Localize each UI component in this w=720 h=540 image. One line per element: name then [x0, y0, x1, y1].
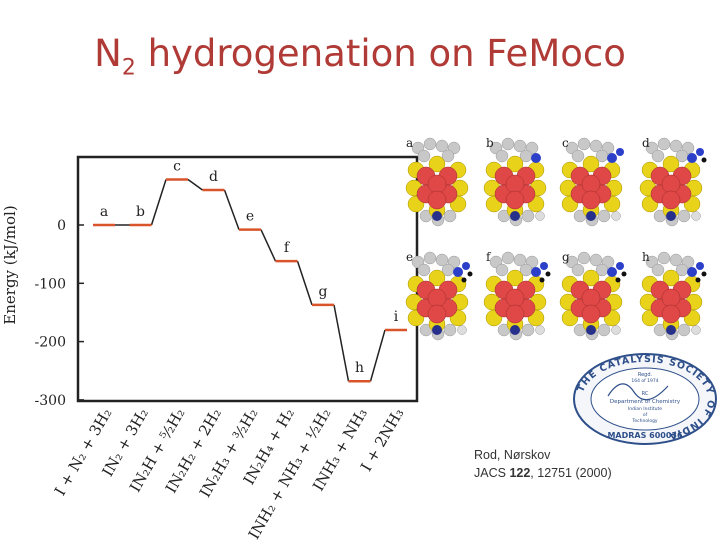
logo-bottom: MADRAS 600036 [607, 431, 683, 440]
x-tick-label: I + N₂ + 3H₂ [51, 405, 116, 499]
y-tick-label: -200 [35, 335, 66, 351]
level-connector [296, 260, 313, 306]
level-letter-e: e [246, 209, 254, 225]
structure-c: c [559, 136, 624, 227]
logo-rc: RC [642, 391, 649, 397]
y-tick-label: -100 [35, 276, 66, 292]
logo-dept: Department of Chemistry [610, 399, 681, 405]
structure-b: b [483, 136, 547, 227]
structure-letter: e [406, 250, 413, 264]
structure-h: h [639, 250, 707, 341]
level-letter-a: a [100, 204, 108, 220]
citation-journal: JACS 122, 12751 (2000) [474, 466, 612, 480]
structure-e: e [405, 250, 473, 341]
level-letter-g: g [319, 284, 328, 300]
level-connector [333, 304, 350, 382]
level-letter-i: i [394, 309, 399, 325]
page-title: N2 hydrogenation on FeMoco [94, 32, 626, 81]
structure-letter: a [406, 136, 413, 150]
citation-authors: Rod, Nørskov [474, 448, 551, 462]
structure-letter: d [642, 136, 650, 150]
catalysis-society-logo: THE CATALYSIS SOCIETY OF INDIA Regd. 164… [573, 353, 717, 445]
level-connector [150, 179, 167, 226]
logo-of: of [643, 412, 648, 418]
logo-tech: Technology [631, 418, 658, 424]
logo-reg-num: 164 of 1974 [631, 378, 658, 384]
y-tick-label: -300 [35, 393, 66, 409]
structure-a: a [405, 136, 469, 227]
level-connector [369, 329, 386, 382]
energy-diagram: Energy (kJ/mol) 0-100-200-300 a bcdefghi … [1, 155, 419, 540]
structure-g: g [559, 250, 627, 341]
y-axis-label: Energy (kJ/mol) [1, 205, 19, 324]
level-connector [223, 189, 240, 230]
citation: Rod, Nørskov JACS 122, 12751 (2000) [474, 446, 612, 482]
level-letter-f: f [284, 240, 291, 256]
level-connector [187, 178, 203, 191]
level-connector [260, 229, 277, 262]
logo-regd: Regd. [638, 372, 653, 378]
level-letter-b: b [136, 204, 145, 220]
structure-letter: b [486, 136, 494, 150]
structure-letter: h [642, 250, 650, 264]
level-letter-d: d [209, 169, 218, 185]
plot-frame [76, 155, 419, 403]
logo-inst: Indian Institute [628, 406, 662, 412]
structure-f: f [483, 250, 551, 341]
level-letter-h: h [355, 360, 364, 376]
logo-graph-icon [607, 383, 669, 401]
structure-d: d [639, 136, 707, 227]
structure-letter: f [486, 250, 492, 264]
structure-letter: c [562, 136, 569, 150]
level-letter-c: c [173, 159, 181, 175]
y-tick-label: 0 [57, 218, 66, 234]
structure-letter: g [562, 250, 570, 264]
